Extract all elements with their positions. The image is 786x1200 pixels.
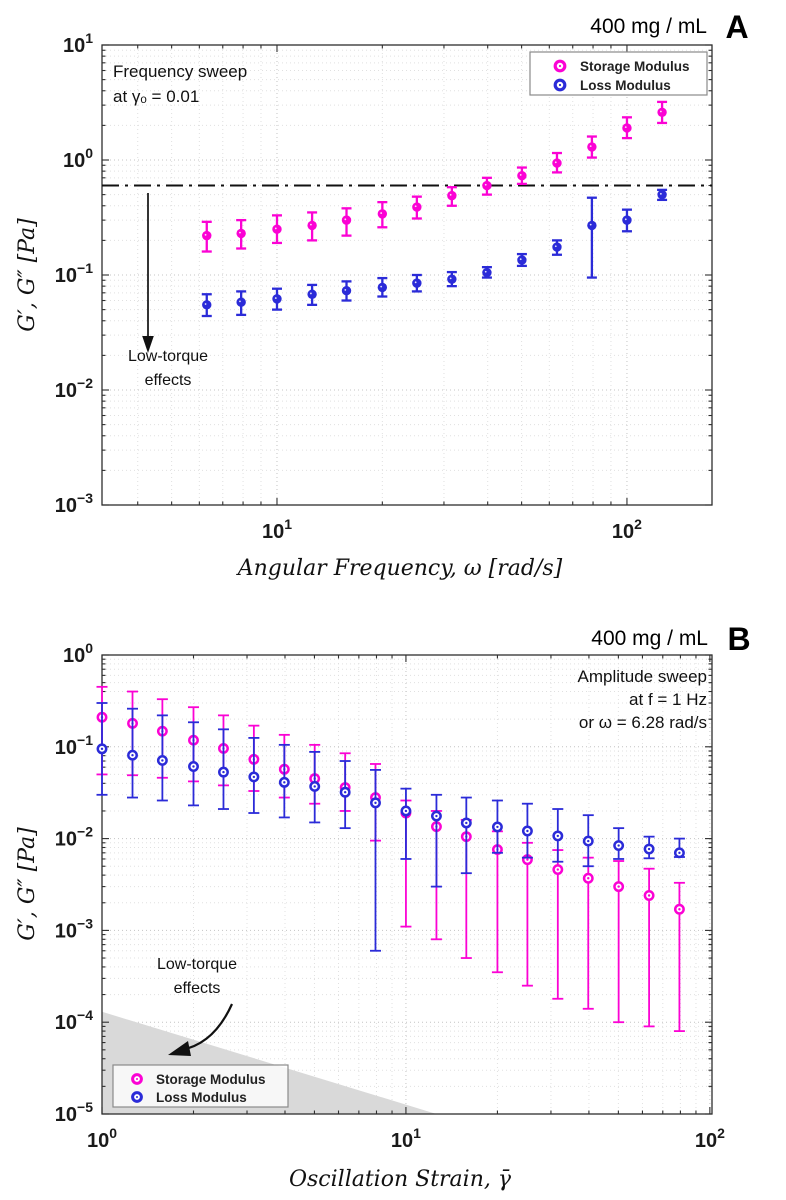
panel-a-low-torque-label1: Low-torque: [128, 348, 208, 365]
data-point: [272, 224, 282, 234]
panel-b-low-torque-label2: effects: [174, 980, 221, 997]
y-tick-label: 100: [63, 145, 93, 172]
panel-b-legend-loss-label: Loss Modulus: [156, 1090, 247, 1105]
data-point: [377, 282, 388, 293]
panel-b-ylabel: G′, G″ [Pa]: [15, 827, 40, 941]
panel-b-arrow: [168, 1003, 234, 1056]
data-point: [307, 220, 317, 231]
x-tick-label: 101: [391, 1125, 421, 1152]
data-point: [447, 274, 457, 284]
x-tick-label: 101: [262, 516, 292, 543]
panel-a-annotation-line2: at γₒ = 0.01: [113, 87, 199, 106]
panel-a-legend-loss-label: Loss Modulus: [580, 78, 671, 93]
data-point: [341, 286, 352, 296]
panel-a-annotation-line1: Frequency sweep: [113, 62, 247, 81]
data-point: [657, 107, 667, 117]
data-point: [587, 142, 597, 152]
loss-modulus-series: [201, 188, 668, 318]
panel-a-axes: [101, 44, 713, 506]
panel-b-low-torque-label1: Low-torque: [157, 956, 237, 973]
data-point: [622, 215, 632, 225]
panel-b-letter: B: [727, 621, 750, 657]
data-point: [412, 202, 422, 212]
panel-b-legend-box: [112, 1064, 289, 1108]
data-point: [341, 215, 352, 225]
panel-a-grid: [102, 44, 712, 506]
panel-a-xlabel: Angular Frequency, ω [rad/s]: [236, 556, 563, 581]
data-point: [482, 180, 492, 191]
storage-modulus-series: [201, 100, 668, 253]
panel-b-annotation-line3: or ω = 6.28 rad/s: [579, 713, 707, 732]
data-point: [622, 123, 632, 133]
x-tick-label: 100: [87, 1125, 117, 1152]
data-point: [272, 294, 282, 304]
data-point: [236, 228, 246, 239]
panel-a-ylabel: G′, G″ [Pa]: [15, 218, 40, 332]
panel-a-tick-labels: 101 102 101 100 10−1 10−2 10−3: [55, 30, 642, 543]
loss-modulus-legend-icon-dot: [136, 1096, 138, 1098]
data-point: [412, 278, 422, 288]
y-tick-label: 10−5: [55, 1099, 93, 1126]
panel-a-letter: A: [725, 9, 748, 45]
loss-modulus-series: [96, 702, 685, 952]
y-tick-label: 10−2: [55, 375, 93, 402]
data-point: [447, 190, 457, 201]
panel-a-arrow: [142, 193, 154, 353]
panel-a-legend-storage-label: Storage Modulus: [580, 59, 690, 74]
x-tick-label: 102: [612, 516, 642, 543]
panel-a-low-torque-label2: effects: [145, 372, 192, 389]
y-tick-label: 10−1: [55, 732, 93, 759]
data-point: [202, 300, 212, 310]
storage-modulus-legend-icon-dot: [558, 64, 562, 68]
data-point: [587, 220, 597, 231]
data-point: [657, 189, 667, 200]
y-tick-label: 10−3: [55, 915, 93, 942]
data-point: [552, 242, 562, 252]
panel-b-title: 400 mg / mL: [591, 627, 708, 650]
loss-modulus-legend-icon-dot: [558, 83, 562, 87]
panel-a-title: 400 mg / mL: [590, 15, 707, 38]
panel-b-legend-storage-label: Storage Modulus: [156, 1072, 266, 1087]
panel-b-legend: Storage Modulus Loss Modulus: [112, 1064, 289, 1108]
panel-b-xlabel: Oscillation Strain, γ̄: [289, 1167, 512, 1192]
data-point: [307, 289, 317, 299]
y-tick-label: 101: [63, 30, 93, 57]
y-tick-label: 10−1: [55, 260, 93, 287]
y-tick-label: 10−3: [55, 490, 93, 517]
data-point: [377, 209, 388, 219]
panel-b-annotation-line1: Amplitude sweep: [578, 667, 707, 686]
data-point: [517, 255, 527, 265]
storage-modulus-legend-icon-dot: [136, 1078, 138, 1080]
panel-b-grid: [101, 654, 712, 1115]
y-tick-label: 10−4: [55, 1007, 93, 1034]
panel-a-data-points: [201, 100, 668, 318]
data-point: [482, 267, 492, 278]
y-tick-label: 100: [63, 640, 93, 667]
panel-b-data-points: [96, 685, 685, 1032]
x-tick-label: 102: [695, 1125, 725, 1152]
data-point: [517, 171, 527, 181]
data-point: [236, 297, 246, 307]
panel-b-annotation-line2: at f = 1 Hz: [629, 690, 707, 709]
y-tick-label: 10−2: [55, 824, 93, 851]
panel-a-legend: Storage Modulus Loss Modulus: [529, 51, 708, 96]
data-point: [552, 158, 562, 168]
data-point: [202, 230, 212, 241]
